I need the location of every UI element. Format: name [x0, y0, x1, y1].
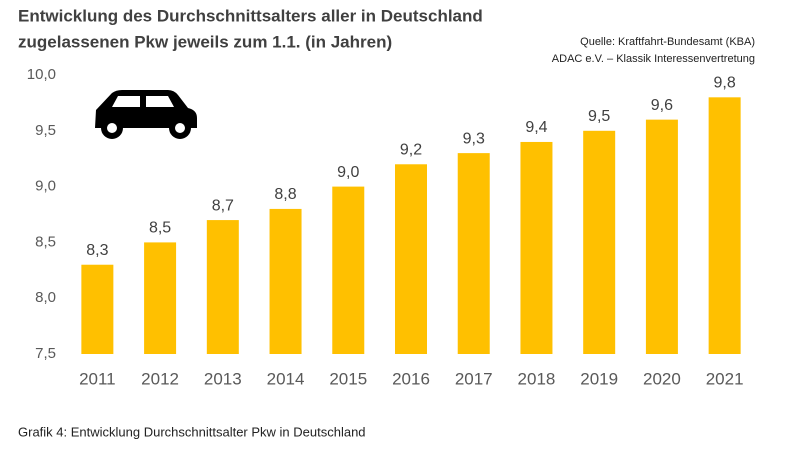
bar	[583, 130, 616, 354]
x-tick-label: 2015	[329, 369, 367, 388]
x-tick-label: 2017	[455, 369, 493, 388]
value-label: 9,6	[651, 97, 673, 114]
value-label: 8,5	[149, 220, 171, 237]
value-label: 8,8	[274, 186, 296, 203]
bar	[520, 141, 553, 354]
value-label: 9,4	[525, 119, 547, 136]
x-tick-label: 2019	[580, 369, 618, 388]
bar	[144, 242, 177, 354]
x-tick-label: 2012	[141, 369, 179, 388]
y-tick-label: 9,0	[35, 178, 56, 195]
source: Quelle: Kraftfahrt-Bundesamt (KBA)	[580, 36, 755, 48]
y-tick-label: 8,0	[35, 289, 56, 306]
y-tick-label: 8,5	[35, 233, 56, 250]
value-label: 9,5	[588, 108, 610, 125]
bar	[395, 164, 427, 354]
value-label: 9,0	[337, 164, 359, 181]
value-label: 9,3	[463, 130, 485, 147]
caption: Grafik 4: Entwicklung Durchschnittsalter…	[18, 424, 366, 439]
x-tick-label: 2018	[518, 369, 556, 388]
x-tick-label: 2020	[643, 369, 681, 388]
value-label: 8,3	[86, 242, 108, 259]
bar	[206, 220, 239, 354]
y-tick-label: 10,0	[27, 66, 56, 83]
value-label: 8,7	[212, 197, 234, 214]
bar	[708, 97, 741, 354]
y-tick-label: 7,5	[35, 345, 56, 362]
x-tick-label: 2016	[392, 369, 430, 388]
chart-title: Entwicklung des Durchschnittsalters alle…	[18, 6, 483, 25]
x-tick-label: 2011	[79, 369, 116, 388]
bar	[269, 208, 302, 354]
bar	[645, 119, 678, 354]
source: ADAC e.V. – Klassik Interessenvertretung	[552, 53, 755, 65]
x-tick-label: 2014	[267, 369, 305, 388]
x-tick-label: 2013	[204, 369, 242, 388]
bar	[81, 264, 114, 354]
bar	[332, 186, 365, 354]
value-label: 9,8	[714, 75, 736, 92]
x-tick-label: 2021	[706, 369, 744, 388]
bar	[457, 153, 490, 354]
value-label: 9,2	[400, 141, 422, 158]
chart-title: zugelassenen Pkw jeweils zum 1.1. (in Ja…	[18, 32, 392, 51]
car-icon	[95, 90, 197, 139]
y-tick-label: 9,5	[35, 122, 56, 139]
